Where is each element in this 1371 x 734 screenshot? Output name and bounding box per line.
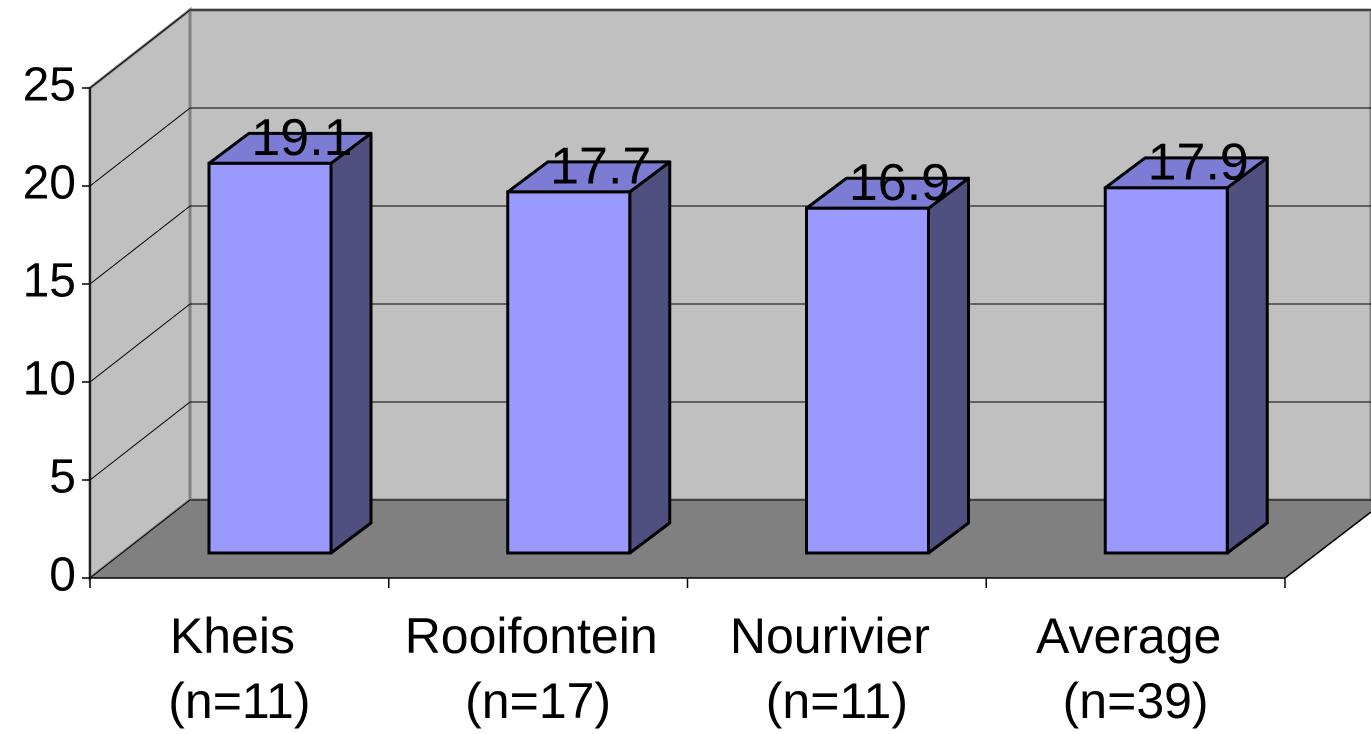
bar-side: [329, 131, 373, 555]
x-tick-label: Rooifontein (n=17): [405, 608, 672, 729]
y-tick-label: 25: [23, 59, 76, 112]
side-wall: [88, 6, 192, 582]
bar-side: [1225, 156, 1269, 555]
x-tick-label-line: (n=11): [168, 673, 310, 729]
bar-side: [628, 160, 672, 555]
y-tick-label: 15: [23, 255, 76, 308]
bar: [207, 161, 333, 555]
floor-edge: [1284, 511, 1371, 579]
x-tick-label-line: Average: [1036, 608, 1235, 664]
floor: [90, 500, 1371, 578]
grid-line: [89, 107, 191, 187]
x-tick-label-line: (n=39): [1063, 673, 1209, 729]
grid-line: [89, 205, 191, 285]
grid-line: [89, 9, 191, 89]
y-tick-label: 5: [49, 451, 76, 504]
value-label: 19.1: [251, 109, 352, 167]
x-tick-label: Nourivier (n=11): [730, 608, 944, 729]
x-tick-label-line: Rooifontein: [405, 608, 672, 664]
x-tick-label: Average (n=39): [1036, 608, 1235, 729]
bar: [805, 206, 930, 555]
value-label: 16.9: [849, 154, 950, 212]
x-tick-label-line: Nourivier: [730, 608, 944, 664]
x-tick-label-line: (n=11): [766, 673, 908, 729]
x-tick-label-line: (n=17): [465, 673, 611, 729]
bar: [1103, 186, 1229, 555]
grid-line: [89, 499, 191, 579]
y-tick-label: 20: [23, 157, 76, 210]
grid-line: [89, 401, 191, 481]
y-tick-label: 10: [23, 353, 76, 406]
x-tick-label: Kheis (n=11): [168, 608, 310, 729]
value-label: 17.7: [550, 138, 651, 196]
value-label: 17.9: [1148, 134, 1249, 192]
bar: [506, 190, 632, 555]
bar-side: [927, 176, 970, 555]
grid-line: [89, 303, 191, 383]
x-tick-label-line: Kheis: [170, 608, 309, 664]
y-tick-label: 0: [49, 549, 76, 602]
